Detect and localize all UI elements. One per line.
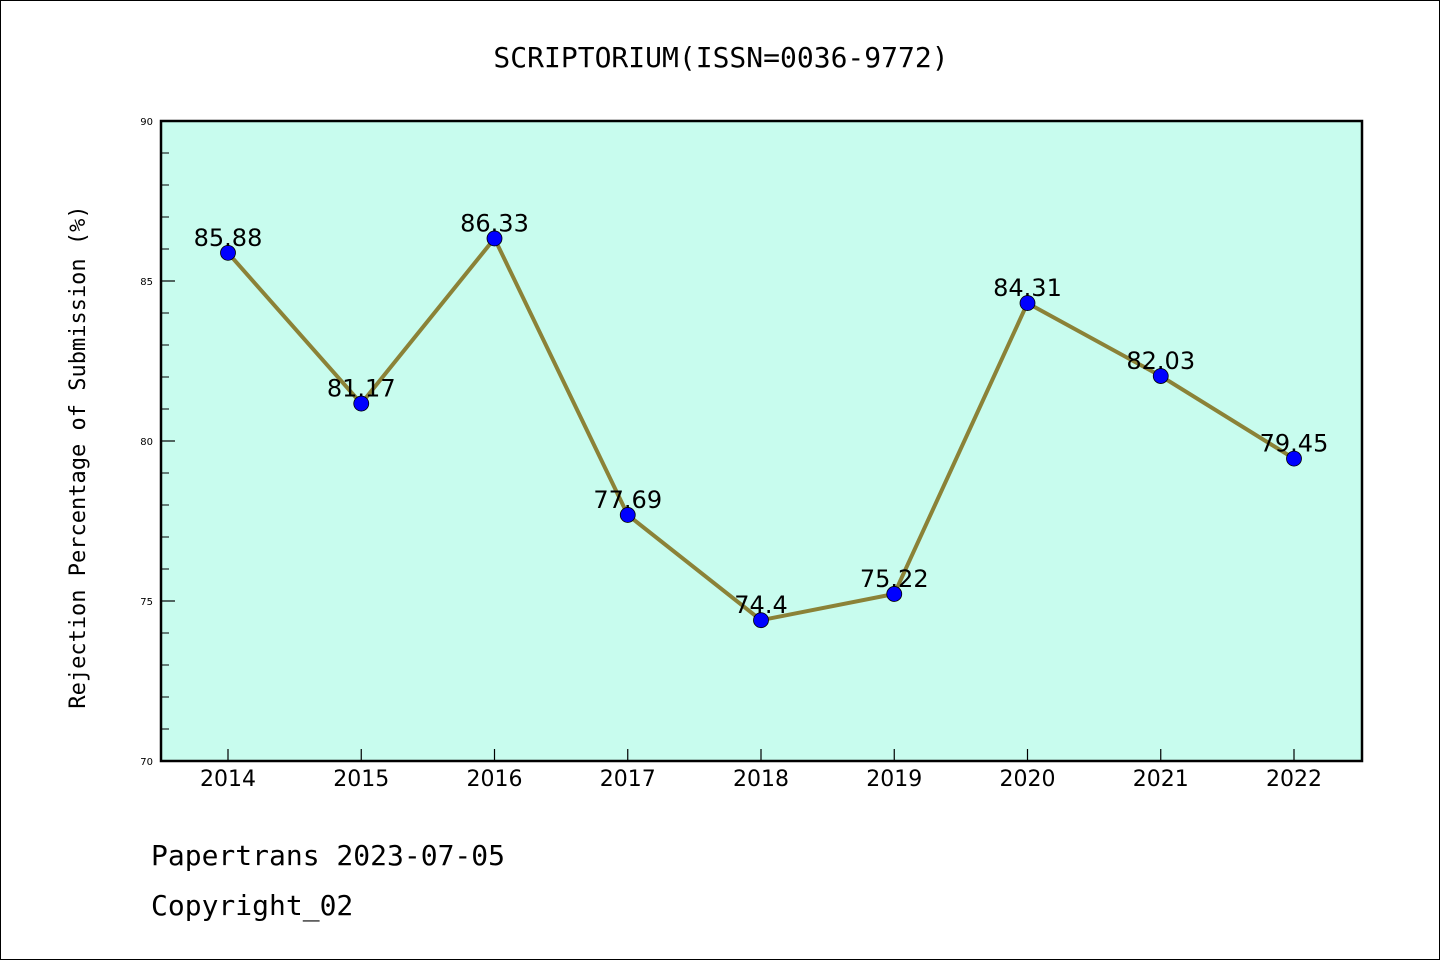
- data-label: 79.45: [1260, 430, 1329, 458]
- chart-title: SCRIPTORIUM(ISSN=0036-9772): [493, 41, 948, 74]
- data-point: [1286, 450, 1302, 467]
- x-tick-label: 2014: [200, 767, 256, 792]
- data-point: [1152, 368, 1169, 384]
- plot-area: [159, 119, 1364, 763]
- footer-copyright: Copyright_02: [151, 889, 353, 923]
- data-label: 77.69: [593, 486, 662, 514]
- data-point: [353, 395, 370, 412]
- y-axis-ticks: 70 75 80 85 90: [140, 117, 175, 768]
- data-point: [886, 586, 903, 602]
- y-tick-label: 85: [140, 277, 153, 288]
- data-label: 84.31: [993, 274, 1062, 302]
- x-tick-label: 2018: [733, 767, 789, 792]
- x-axis-ticks: 2014 2015 2016 2017 2018 2019 2020 2021 2022: [200, 749, 1322, 792]
- data-markers: [220, 230, 1302, 629]
- data-point: [753, 612, 769, 629]
- data-point: [1019, 295, 1036, 311]
- y-tick-label: 80: [140, 437, 153, 448]
- x-tick-label: 2015: [333, 767, 389, 792]
- footer-date: Papertrans 2023-07-05: [151, 839, 505, 872]
- x-tick-label: 2017: [600, 767, 656, 792]
- data-label: 81.17: [327, 375, 396, 403]
- y-tick-label: 70: [140, 757, 153, 768]
- data-point: [486, 230, 503, 247]
- y-axis-minor-ticks: [161, 152, 169, 730]
- x-tick-label: 2021: [1133, 767, 1189, 792]
- data-point: [619, 507, 636, 523]
- x-tick-label: 2019: [866, 767, 922, 792]
- data-point: [220, 244, 236, 261]
- data-label: 75.22: [860, 565, 929, 593]
- x-tick-label: 2016: [467, 767, 523, 792]
- data-label: 82.03: [1126, 347, 1195, 375]
- x-tick-label: 2020: [1000, 767, 1056, 792]
- x-tick-label: 2022: [1266, 767, 1322, 792]
- y-tick-label: 90: [140, 117, 153, 128]
- data-label: 86.33: [460, 209, 529, 237]
- data-label: 74.4: [734, 591, 787, 619]
- data-label: 85.88: [194, 224, 263, 252]
- y-tick-label: 75: [140, 597, 153, 608]
- y-axis-label: Rejection Percentage of Submission (%): [66, 205, 91, 708]
- data-labels: 85.88 81.17 86.33 77.69 74.4 75.22 84.31 82.03 7…: [194, 209, 1329, 619]
